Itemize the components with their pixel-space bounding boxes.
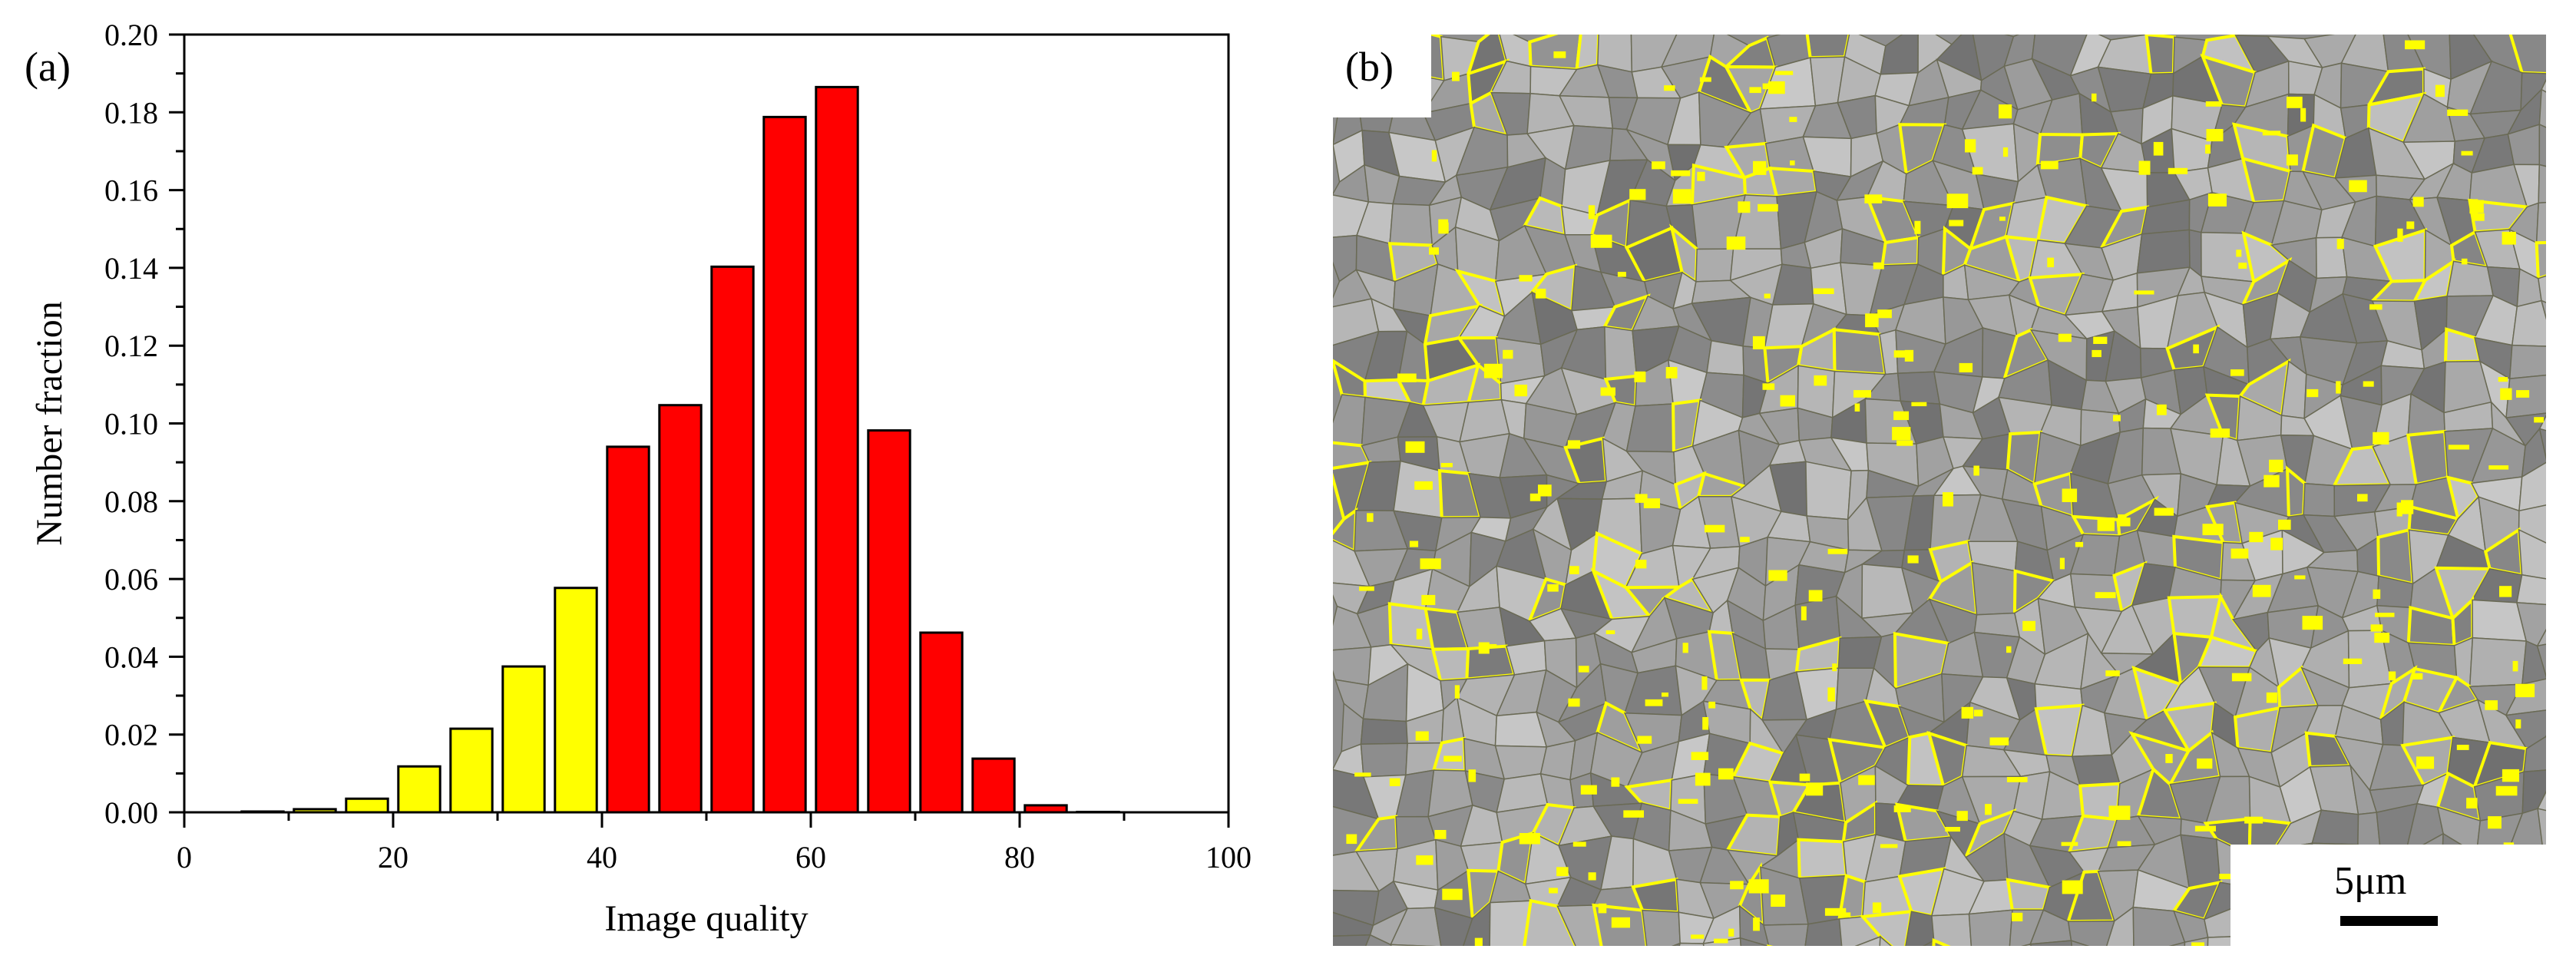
bar (606, 445, 650, 814)
x-tick-label: 40 (587, 840, 617, 874)
y-tick-label: 0.20 (104, 18, 158, 52)
y-tick-label: 0.14 (104, 251, 158, 286)
panel-b-label: (b) (1345, 44, 1394, 90)
x-tick-label: 60 (795, 840, 826, 874)
x-tick-label: 0 (177, 840, 192, 874)
y-tick-label: 0.02 (104, 718, 158, 752)
y-tick-label: 0.04 (104, 640, 158, 674)
panel-b-label-background (1333, 35, 1431, 117)
bar (919, 631, 964, 814)
y-tick-label: 0.06 (104, 562, 158, 597)
y-tick-label: 0.10 (104, 407, 158, 441)
y-axis-title: Number fraction (29, 301, 70, 546)
y-tick-label: 0.12 (104, 329, 158, 363)
x-axis-title: Image quality (604, 898, 808, 939)
bar (449, 727, 494, 814)
histogram-chart: 0 20 40 60 80 100 0.00 0.02 0.04 0.06 0.08 0.10 0.12… (29, 18, 1252, 939)
x-tick-label: 80 (1004, 840, 1035, 874)
y-tick-label: 0.08 (104, 484, 158, 519)
scale-bar (2340, 916, 2438, 926)
bar (345, 797, 389, 814)
y-tick-label: 0.18 (104, 95, 158, 130)
bar (501, 665, 546, 814)
x-tick-label: 100 (1205, 840, 1252, 874)
bar (815, 85, 859, 814)
bar (710, 265, 755, 814)
bar (658, 404, 703, 814)
bar (971, 757, 1016, 814)
y-tick-label: 0.16 (104, 174, 158, 208)
scale-bar-label: 5μm (2334, 859, 2407, 903)
x-tick-label: 20 (378, 840, 408, 874)
ebsd-micrograph (1333, 35, 2546, 946)
bar (397, 765, 441, 814)
bar (867, 429, 911, 814)
scale-bar-background (2230, 845, 2546, 946)
y-tick-label: 0.00 (104, 795, 158, 830)
bar (762, 115, 807, 814)
image-quality-map (1333, 35, 2546, 946)
plot-frame (183, 33, 1230, 814)
grain-map (1333, 35, 2546, 946)
bar (554, 587, 598, 814)
panel-a-label: (a) (25, 44, 71, 90)
